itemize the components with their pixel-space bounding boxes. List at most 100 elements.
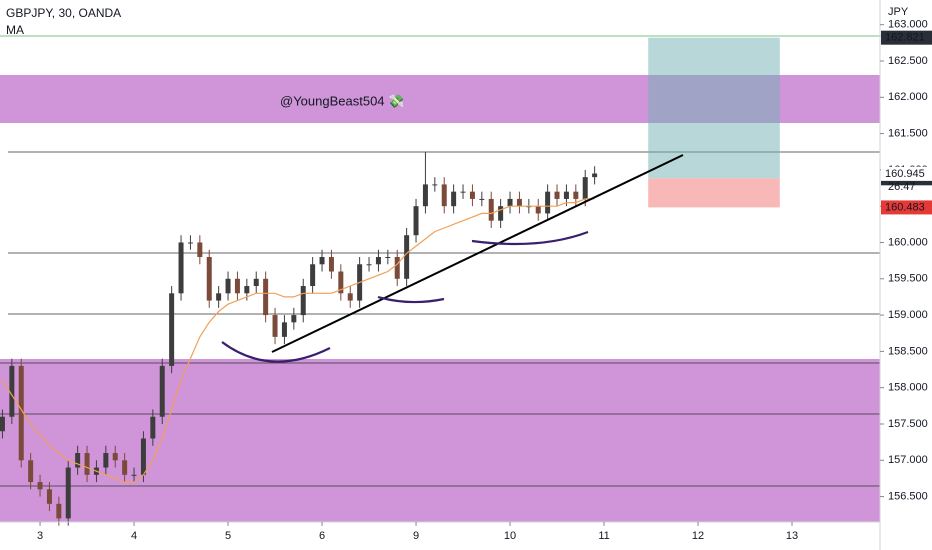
arc — [221, 341, 331, 363]
price-tag-label: 162.821 — [885, 32, 925, 44]
candle-body — [187, 242, 193, 244]
candle-body — [563, 191, 569, 199]
x-tick-label: 10 — [504, 530, 516, 542]
x-tick-label: 6 — [319, 530, 325, 542]
watermark: @YoungBeast504 💸 — [280, 93, 404, 108]
y-tick-label: 161.500 — [888, 127, 928, 139]
candle-body — [310, 264, 316, 287]
candle-body — [582, 177, 588, 199]
candle-body — [451, 191, 457, 207]
candle-body — [498, 206, 504, 221]
candle-body — [385, 257, 391, 259]
candle-body — [263, 278, 269, 316]
price-tag-label: 160.945 — [885, 168, 925, 180]
candle-body — [338, 271, 344, 294]
candle-body — [150, 416, 156, 439]
candle-body — [84, 453, 90, 475]
candle-body — [253, 278, 259, 287]
target-zone — [648, 37, 780, 179]
candle-body — [441, 184, 447, 207]
x-tick-label: 13 — [786, 530, 798, 542]
stop-zone — [648, 178, 780, 208]
x-tick-label: 3 — [37, 530, 43, 542]
candle-body — [159, 365, 165, 417]
candle-body — [507, 198, 513, 207]
y-tick-label: 157.000 — [888, 454, 928, 466]
candle-body — [56, 503, 62, 519]
y-tick-label: 158.000 — [888, 382, 928, 394]
candle-body — [422, 184, 428, 207]
candle-body — [206, 257, 212, 301]
trend-line — [271, 154, 684, 353]
y-tick-label: 159.500 — [888, 273, 928, 285]
candle-body — [244, 286, 250, 294]
candle-body — [535, 206, 541, 214]
candle-body — [328, 257, 334, 272]
price-tag — [881, 30, 932, 45]
arc — [377, 295, 445, 304]
candle-body — [573, 191, 579, 199]
candle-body — [347, 293, 353, 301]
candle-body — [65, 467, 71, 519]
candle-body — [545, 191, 551, 214]
candle-body — [178, 242, 184, 294]
candle-body — [291, 315, 297, 323]
candle-body — [366, 264, 372, 266]
y-tick-label: 158.500 — [888, 345, 928, 357]
candle-body — [432, 184, 438, 186]
candle-body — [75, 453, 81, 468]
x-tick-label: 11 — [598, 530, 609, 542]
candle-body — [169, 293, 175, 366]
candle-body — [37, 482, 43, 490]
y-tick-label: 162.000 — [888, 91, 928, 103]
chart-title: GBPJPY, 30, OANDA — [6, 6, 121, 20]
zone — [0, 359, 880, 522]
countdown: 26:47 — [888, 181, 916, 193]
candle-body — [394, 257, 400, 279]
candle-body — [460, 191, 466, 193]
y-tick-label: 163.000 — [888, 19, 928, 31]
candle-body — [28, 460, 34, 483]
price-tag — [881, 200, 932, 215]
candle-body — [140, 438, 146, 475]
candle-body — [469, 191, 475, 199]
candle-body — [319, 257, 325, 265]
candle-body — [300, 286, 306, 316]
candle-body — [225, 278, 231, 294]
y-tick-label: 162.500 — [888, 55, 928, 67]
x-tick-label: 9 — [413, 530, 419, 542]
y-tick-label: 159.000 — [888, 309, 928, 321]
ma-line — [1, 198, 595, 483]
candle-body — [554, 191, 560, 199]
currency: JPY — [888, 6, 909, 18]
candle-body — [592, 173, 598, 178]
x-tick-label: 12 — [692, 530, 704, 542]
candle-body — [216, 293, 222, 301]
candle-body — [9, 365, 15, 417]
candle-body — [122, 460, 128, 475]
candle-body — [479, 198, 485, 200]
candle-body — [103, 453, 109, 468]
candle-body — [18, 365, 24, 461]
y-tick-label: 156.500 — [888, 490, 928, 502]
indicator-label: MA — [6, 23, 24, 37]
price-tag-label: 160.483 — [885, 201, 925, 213]
price-tag — [881, 166, 932, 181]
candle-body — [516, 198, 522, 207]
candle-body — [375, 257, 381, 265]
candle-body — [272, 315, 278, 337]
candle-body — [112, 453, 118, 461]
candle-body — [404, 235, 410, 279]
candle-body — [413, 206, 419, 236]
y-tick-label: 157.500 — [888, 418, 928, 430]
arc — [471, 230, 589, 246]
x-tick-label: 5 — [225, 530, 231, 542]
x-tick-label: 4 — [131, 530, 137, 542]
candle-body — [131, 474, 137, 476]
candle-body — [0, 416, 5, 432]
y-tick-label: 160.000 — [888, 236, 928, 248]
candle-body — [46, 489, 52, 504]
candle-body — [488, 198, 494, 221]
plot — [0, 37, 780, 526]
candle-body — [234, 278, 240, 294]
